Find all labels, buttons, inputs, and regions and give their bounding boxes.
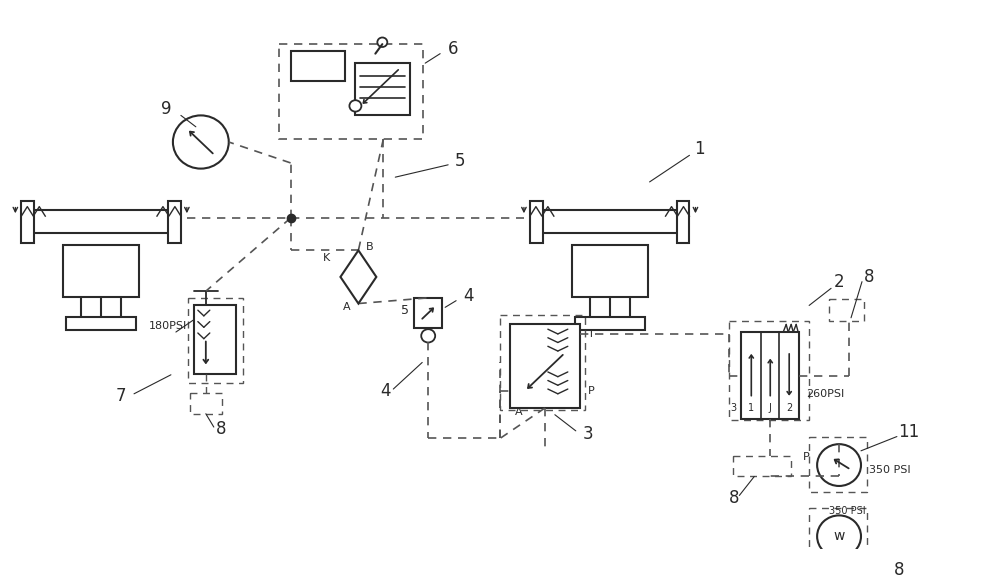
Text: 1: 1: [694, 139, 705, 158]
Text: 8: 8: [216, 420, 226, 438]
Bar: [741, 332, 799, 419]
Bar: [677, 201, 689, 242]
Text: 8: 8: [864, 268, 874, 286]
Text: 3: 3: [582, 425, 593, 443]
Text: 9: 9: [161, 100, 171, 118]
Text: B: B: [366, 241, 374, 252]
Text: P: P: [588, 386, 595, 396]
Bar: [829, 299, 864, 321]
Text: 5: 5: [455, 152, 465, 170]
Bar: [500, 315, 585, 410]
Text: 350 PSI: 350 PSI: [829, 506, 865, 516]
Bar: [168, 201, 181, 242]
Bar: [733, 456, 791, 476]
Circle shape: [377, 37, 387, 47]
Text: 5: 5: [401, 304, 409, 317]
Circle shape: [817, 516, 861, 557]
Circle shape: [352, 271, 364, 283]
Text: 180PSI: 180PSI: [149, 321, 187, 331]
Text: 2: 2: [834, 272, 844, 291]
Text: A: A: [343, 302, 350, 312]
Text: 8: 8: [729, 490, 740, 507]
Text: 3: 3: [730, 403, 736, 413]
Bar: [21, 201, 34, 242]
Bar: [809, 508, 867, 563]
Bar: [542, 210, 678, 233]
Circle shape: [817, 444, 861, 486]
Bar: [279, 44, 423, 139]
Text: 7: 7: [116, 386, 126, 405]
Bar: [194, 305, 236, 374]
Bar: [414, 298, 442, 328]
Bar: [66, 317, 136, 330]
Bar: [510, 324, 580, 408]
Text: 4: 4: [380, 382, 391, 400]
Text: K: K: [323, 253, 330, 263]
Text: A: A: [515, 407, 523, 417]
Circle shape: [421, 329, 435, 343]
Bar: [575, 317, 645, 330]
Text: 2: 2: [786, 403, 792, 413]
Bar: [63, 245, 139, 297]
Text: w: w: [833, 529, 845, 543]
Bar: [572, 245, 648, 297]
Text: P: P: [802, 453, 809, 463]
Text: T: T: [588, 329, 595, 339]
Bar: [809, 437, 867, 492]
Text: 11: 11: [898, 423, 919, 441]
Circle shape: [349, 100, 361, 112]
Bar: [291, 51, 345, 81]
Text: J: J: [769, 403, 772, 413]
Bar: [729, 321, 809, 420]
Text: 4: 4: [463, 287, 473, 305]
Text: 6: 6: [448, 40, 458, 58]
Circle shape: [173, 115, 229, 169]
Bar: [33, 210, 169, 233]
Bar: [188, 298, 243, 384]
Bar: [190, 393, 222, 414]
Bar: [355, 63, 410, 115]
Bar: [530, 201, 543, 242]
Text: 260PSI: 260PSI: [806, 389, 844, 399]
Text: 8: 8: [894, 560, 904, 576]
Polygon shape: [340, 251, 376, 304]
Text: 350 PSI: 350 PSI: [869, 465, 911, 475]
Text: 1: 1: [748, 403, 754, 413]
